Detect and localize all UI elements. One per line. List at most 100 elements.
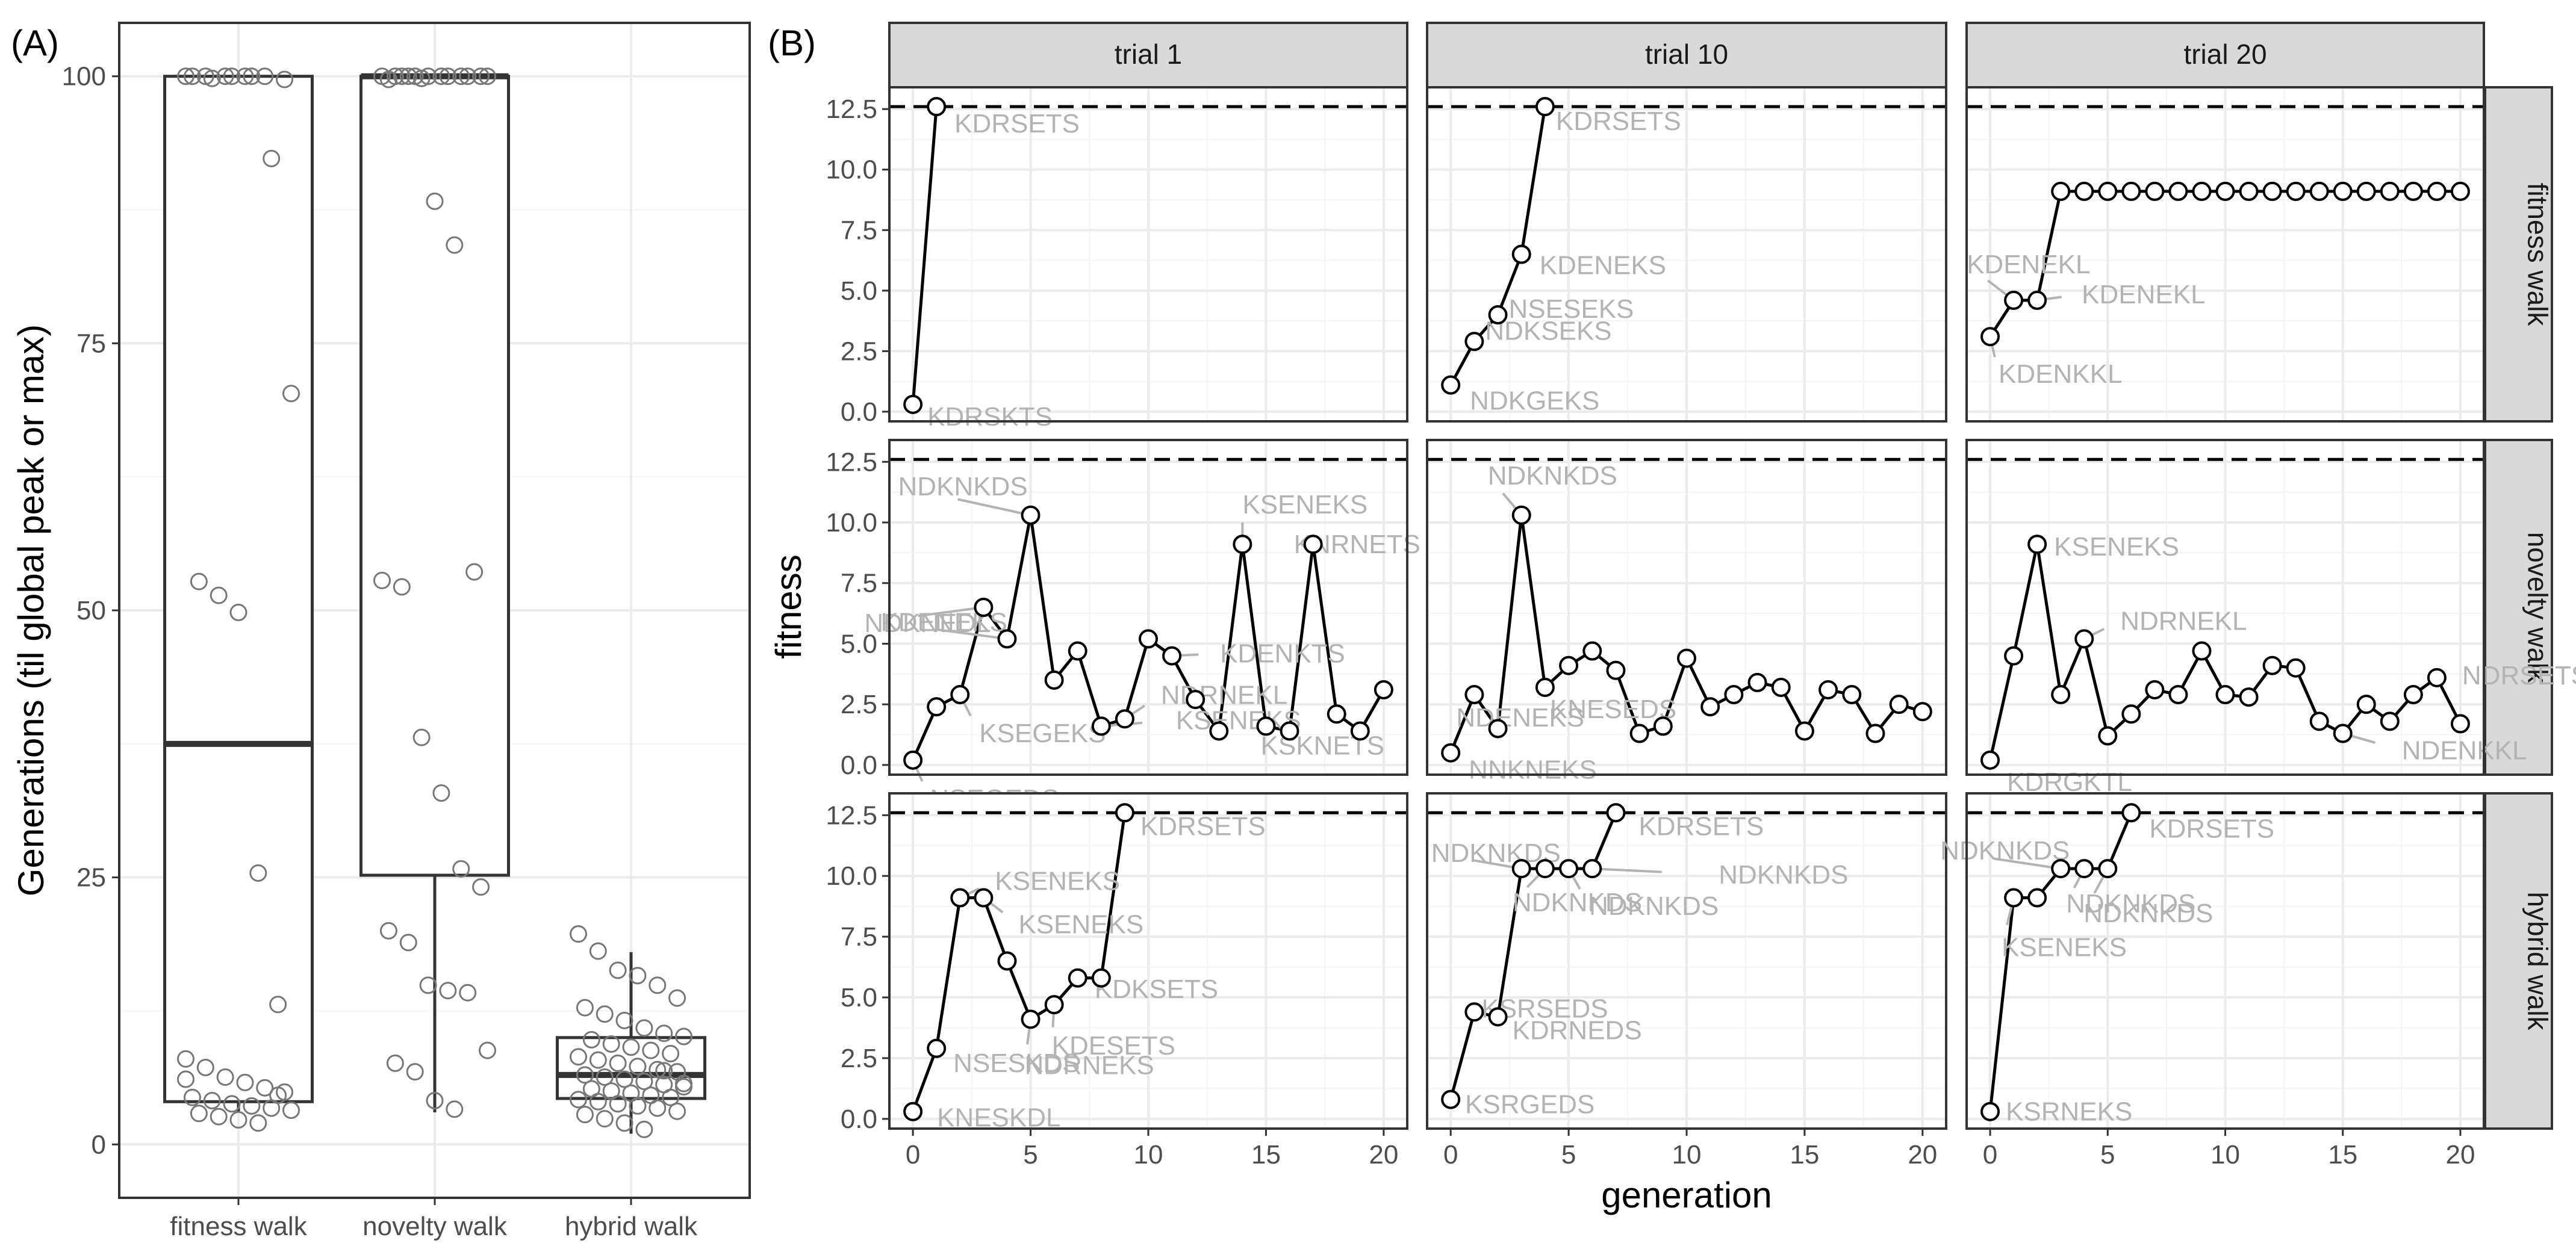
walk-point: [1747, 672, 1767, 692]
box-2: [556, 1036, 706, 1100]
panel-border: [1965, 86, 2485, 423]
jitter-point: [570, 1091, 587, 1109]
jitter-point: [635, 1120, 653, 1138]
jitter-point: [629, 1097, 647, 1115]
point-label: KDRSETS: [1556, 107, 1681, 136]
walk-point: [2098, 726, 2118, 746]
jitter-point: [589, 1092, 607, 1111]
jitter-point: [432, 67, 450, 85]
y-tick-label: 12.5: [826, 95, 877, 124]
walk-path: [911, 106, 938, 405]
walk-point: [1186, 690, 1206, 710]
jitter-point: [602, 1035, 620, 1053]
jitter-point: [576, 1106, 594, 1124]
point-label: NDRNEKL: [2120, 606, 2247, 636]
walk-point: [1350, 721, 1370, 741]
walk-point: [2004, 646, 2024, 666]
walk-point: [2403, 181, 2423, 201]
x-tick-label: 15: [2328, 1140, 2357, 1170]
jitter-point: [655, 1062, 673, 1080]
walk-point: [927, 97, 947, 117]
strip-top: [1426, 22, 1947, 88]
walk-point: [2403, 685, 2423, 705]
walk-point: [2098, 181, 2118, 201]
walk-point: [1794, 721, 1814, 741]
y-tick-label: 7.5: [841, 569, 877, 598]
jitter-point: [190, 572, 208, 590]
point-label: KDRSETS: [954, 109, 1080, 138]
walk-point: [1559, 655, 1579, 675]
jitter-point: [419, 67, 437, 85]
walk-point: [1582, 641, 1602, 661]
panel-border: [1426, 439, 1947, 776]
walk-point: [1700, 697, 1720, 717]
strip-top: [1965, 22, 2485, 88]
point-label: NDRNEKS: [1025, 1050, 1154, 1080]
x-tick-label: 20: [2445, 1140, 2475, 1170]
walk-point: [1021, 1009, 1041, 1029]
walk-point: [2121, 803, 2141, 823]
walk-point: [2192, 641, 2212, 661]
walk-point: [2027, 535, 2047, 554]
walk-point: [2051, 181, 2071, 201]
strip-label-row-0: fitness walk: [2522, 183, 2554, 327]
walk-point: [1980, 750, 2000, 770]
walk-point: [2145, 680, 2165, 699]
walk-point: [1091, 716, 1111, 736]
point-label: KSENEKS: [1242, 490, 1367, 519]
walk-point: [2027, 290, 2047, 310]
point-label: NSESEKS: [1509, 294, 1634, 324]
walk-point: [2098, 859, 2118, 879]
x-tick-label: 15: [1790, 1140, 1819, 1170]
jitter-point: [629, 1058, 647, 1076]
jitter-point: [465, 563, 484, 581]
y-tick-label: 100: [62, 62, 106, 91]
label-leader: [918, 606, 984, 618]
jitter-point: [276, 70, 294, 88]
walk-point: [2121, 704, 2141, 724]
y-tick-label: 50: [76, 596, 106, 625]
point-label: NDKNKDS: [1488, 461, 1617, 491]
walk-point: [1374, 680, 1393, 699]
walk-point: [1535, 859, 1555, 879]
walk-point: [1771, 677, 1791, 697]
point-label: KSEGEKS: [979, 719, 1106, 748]
jitter-point: [668, 989, 686, 1007]
walk-point: [1653, 716, 1673, 736]
walk-point: [1559, 859, 1579, 879]
jitter-point: [393, 578, 411, 596]
walk-point: [2215, 685, 2235, 705]
facet-fitness-walk-trial-1: KDRSETS KDRSKTS: [888, 86, 1408, 432]
walk-point: [1162, 646, 1182, 666]
walk-point: [1511, 859, 1531, 879]
y-tick-label: 7.5: [841, 215, 877, 245]
walk-point: [997, 629, 1017, 649]
walk-point: [974, 888, 994, 908]
walk-path: [911, 812, 1127, 1112]
y-tick-label: 0.0: [841, 1105, 877, 1134]
jitter-point: [589, 1051, 607, 1069]
point-label: KDRSETS: [2149, 814, 2274, 843]
jitter-point: [229, 1111, 247, 1129]
x-tick-label: 15: [1251, 1140, 1281, 1170]
jitter-point: [662, 1044, 680, 1062]
point-label: KDRSETS: [1140, 811, 1266, 841]
panel-border: [1965, 439, 2485, 776]
walk-point: [1724, 685, 1744, 705]
point-label: NDENKKL: [2402, 736, 2527, 766]
walk-point: [1021, 505, 1041, 525]
jitter-point: [269, 996, 287, 1014]
walk-point: [2145, 181, 2165, 201]
panel-tag-b: (B): [768, 23, 816, 63]
jitter-point: [256, 1079, 274, 1097]
jitter-point: [229, 604, 247, 622]
walk-point: [1303, 535, 1323, 554]
y-tick-label: 5.0: [841, 983, 877, 1012]
walk-point: [2074, 629, 2094, 649]
walk-point: [2427, 181, 2447, 201]
x-tick-label: 5: [2100, 1140, 2115, 1170]
walk-point: [2380, 181, 2400, 201]
point-label: KSRGEDS: [1465, 1090, 1594, 1120]
